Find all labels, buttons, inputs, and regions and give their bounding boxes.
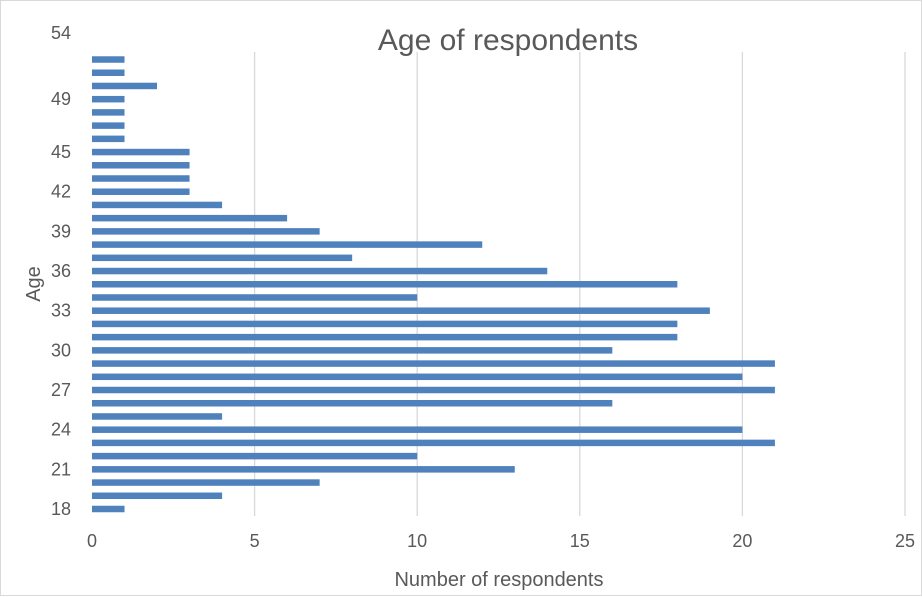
bar-age-52	[92, 56, 125, 63]
y-tick-label: 36	[51, 261, 71, 281]
bar-age-22	[92, 452, 418, 460]
bar-age-32	[92, 320, 678, 328]
x-tick-label: 5	[250, 531, 260, 551]
y-tick-label: 18	[51, 499, 71, 519]
y-tick-label: 27	[51, 380, 71, 400]
bar-age-46	[92, 135, 125, 143]
bar-age-30	[92, 347, 613, 354]
y-tick-label: 30	[51, 340, 71, 360]
bar-age-33	[92, 307, 710, 314]
bar-age-29	[92, 360, 775, 367]
x-axis-tick-labels: 0 5 10 15 20 25	[87, 531, 915, 551]
bar-age-27	[92, 386, 775, 394]
bar-age-36	[92, 267, 548, 275]
x-axis-title: Number of respondents	[394, 569, 603, 591]
x-tick-label: 20	[732, 531, 752, 551]
bar-age-50	[92, 82, 158, 90]
bar-age-44	[92, 162, 190, 169]
bar-age-19	[92, 492, 223, 500]
bar-age-23	[92, 439, 775, 447]
y-tick-label: 49	[51, 89, 71, 109]
bar-age-40	[92, 214, 288, 222]
bar-age-21	[92, 466, 515, 473]
x-tick-label: 0	[87, 531, 97, 551]
bar-age-31	[92, 333, 678, 341]
y-axis-tick-labels: 18 21 24 27 30 33 36 39 42 45 49 54	[51, 23, 71, 519]
bar-age-25	[92, 413, 223, 420]
bar-age-26	[92, 399, 613, 407]
x-tick-label: 25	[895, 531, 915, 551]
y-tick-label: 21	[51, 459, 71, 479]
y-tick-label: 42	[51, 182, 71, 202]
y-tick-label: 45	[51, 142, 71, 162]
bar-age-38	[92, 241, 483, 248]
bar-age-24	[92, 426, 743, 433]
bar-age-48	[92, 109, 125, 116]
bar-age-43	[92, 175, 190, 182]
bar-age-51	[92, 69, 125, 76]
y-tick-label: 39	[51, 221, 71, 241]
y-tick-label: 54	[51, 23, 71, 43]
bar-age-42	[92, 188, 190, 195]
chart-title: Age of respondents	[378, 24, 638, 57]
bar-age-18	[92, 505, 125, 513]
bar-age-37	[92, 254, 353, 262]
bar-age-41	[92, 201, 223, 209]
bars	[92, 56, 775, 513]
bar-age-34	[92, 294, 418, 301]
y-tick-label: 33	[51, 301, 71, 321]
bar-age-45	[92, 148, 190, 156]
bar-age-49	[92, 95, 125, 103]
x-tick-label: 10	[407, 531, 427, 551]
bar-age-28	[92, 373, 743, 381]
y-axis-title: Age	[23, 266, 45, 302]
bar-age-35	[92, 281, 678, 288]
bar-age-39	[92, 228, 320, 235]
bar-age-20	[92, 479, 320, 486]
y-tick-label: 24	[51, 420, 71, 440]
bar-age-47	[92, 122, 125, 129]
x-tick-label: 15	[570, 531, 590, 551]
